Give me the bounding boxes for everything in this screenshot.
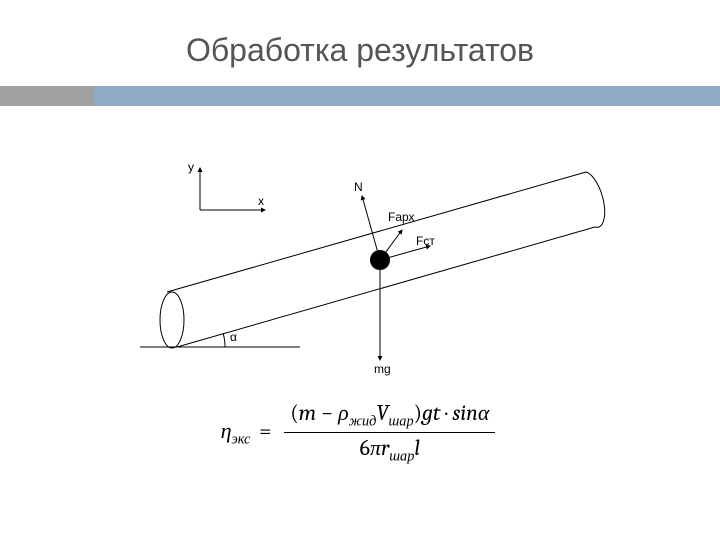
f-eta-sub: экс bbox=[232, 430, 251, 447]
formula-container: ηэкс = (m − ρжидVшар)gt · sinα 6πrшарl bbox=[0, 400, 720, 466]
f-eta: η bbox=[221, 418, 232, 444]
label-x: x bbox=[258, 194, 264, 208]
label-N: N bbox=[354, 180, 363, 194]
f-open: ( bbox=[290, 400, 298, 426]
f-rho-sub: жид bbox=[349, 412, 377, 429]
cylinder-top-edge bbox=[167, 172, 586, 292]
header-rule bbox=[94, 86, 720, 106]
cylinder-left-cap bbox=[160, 292, 184, 348]
label-Farh: Fарх bbox=[388, 210, 415, 224]
f-pi: π bbox=[370, 435, 381, 461]
f-sin: sin bbox=[452, 400, 477, 426]
f-dot: · bbox=[440, 400, 452, 426]
f-rho: ρ bbox=[338, 400, 349, 426]
angle-arc bbox=[223, 333, 225, 347]
f-close: ) bbox=[414, 400, 422, 426]
label-alpha: α bbox=[230, 330, 237, 344]
physics-diagram: y x α N Fарх Fст mg bbox=[80, 150, 640, 410]
f-V: V bbox=[376, 400, 388, 426]
label-mg: mg bbox=[374, 362, 391, 376]
f-alpha: α bbox=[478, 400, 490, 426]
f-minus: − bbox=[316, 400, 338, 426]
cylinder-right-cap bbox=[586, 172, 605, 227]
f-l: l bbox=[414, 435, 420, 461]
f-r-sub: шар bbox=[389, 448, 414, 465]
f-V-sub: шар bbox=[389, 412, 414, 429]
label-st-sub: ст bbox=[423, 234, 435, 248]
label-arh-sub: арх bbox=[395, 210, 414, 224]
f-six: 6 bbox=[360, 435, 370, 461]
label-y: y bbox=[188, 160, 194, 174]
slide-title: Обработка результатов bbox=[0, 32, 720, 69]
f-r: r bbox=[381, 435, 389, 461]
label-Fst: Fст bbox=[416, 234, 435, 248]
accent-bar bbox=[0, 86, 94, 106]
cylinder-bottom-edge bbox=[177, 227, 595, 347]
f-eq: = bbox=[259, 418, 271, 444]
f-g: g bbox=[422, 400, 433, 426]
f-m: m bbox=[299, 400, 317, 426]
ball bbox=[370, 250, 390, 270]
formula: ηэкс = (m − ρжидVшар)gt · sinα 6πrшарl bbox=[221, 400, 500, 466]
